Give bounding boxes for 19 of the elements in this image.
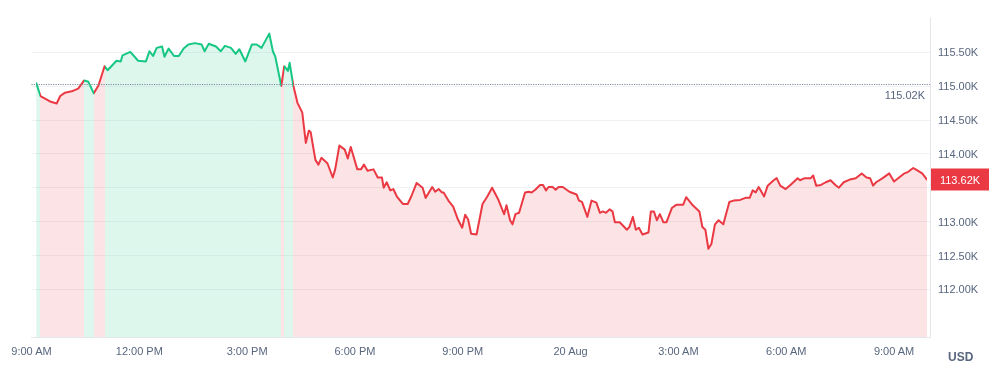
x-tick-label: 20 Aug <box>553 344 588 357</box>
x-tick-label: 3:00 PM <box>226 344 268 357</box>
y-tick-label: 114.50K <box>938 113 979 126</box>
y-tick-label: 112.50K <box>938 249 979 262</box>
x-tick-label: 12:00 PM <box>115 344 163 357</box>
x-tick-label: 9:00 AM <box>11 344 52 357</box>
x-tick-label: 6:00 AM <box>766 344 807 357</box>
x-tick-label: 9:00 AM <box>873 344 915 357</box>
y-tick-label: 114.00K <box>938 147 979 160</box>
y-tick-label: 113.00K <box>938 215 979 228</box>
y-axis-title: USD <box>948 350 974 364</box>
x-tick-label: 6:00 PM <box>334 344 376 357</box>
x-tick-label: 9:00 PM <box>442 344 484 357</box>
x-tick-label: 3:00 AM <box>658 344 699 357</box>
annotation: 113.62K <box>939 173 981 186</box>
y-tick-label: 115.00K <box>938 79 979 92</box>
y-tick-label: 115.50K <box>938 45 979 58</box>
ref-line-label: 115.02K <box>884 89 926 102</box>
y-tick-label: 112.00K <box>938 283 979 296</box>
